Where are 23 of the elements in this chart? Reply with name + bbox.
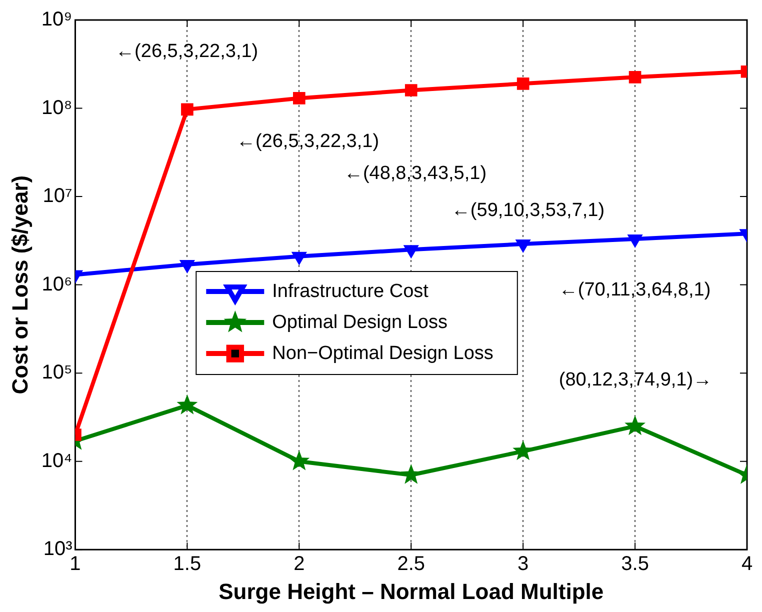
x-tick-label: 1.5: [173, 553, 202, 576]
x-tick-label: 3: [518, 553, 529, 576]
y-tick-label: 10⁵: [42, 362, 72, 384]
y-tick-label: 10⁷: [42, 185, 72, 208]
x-tick-label: 4: [741, 553, 753, 576]
x-tick-label: 2.5: [397, 553, 426, 576]
annotation: ←(26,5,3,22,3,1): [116, 41, 258, 62]
annotation: ←(26,5,3,22,3,1): [236, 131, 380, 152]
legend-label: Infrastructure Cost: [272, 280, 430, 302]
x-tick-label: 2: [294, 553, 305, 576]
legend-label: Non−Optimal Design Loss: [272, 342, 494, 364]
x-axis-title: Surge Height – Normal Load Multiple: [218, 578, 604, 604]
annotation: ←(48,8,3,43,5,1): [344, 162, 487, 184]
annotation: ←(59,10,3,53,7,1): [451, 200, 605, 221]
legend-label: Optimal Design Loss: [272, 312, 448, 333]
y-tick-label: 10⁴: [41, 450, 72, 472]
y-tick-label: 10⁶: [42, 273, 72, 296]
annotation: ←(70,11,3,64,8,1): [558, 279, 711, 300]
annotation: (80,12,3,74,9,1)→: [558, 369, 712, 390]
x-tick-label: 3.5: [621, 553, 649, 576]
y-tick-label: 10⁸: [42, 96, 72, 119]
y-axis-title: Cost or Loss ($/year): [7, 175, 32, 394]
y-tick-label: 10⁹: [41, 8, 72, 31]
